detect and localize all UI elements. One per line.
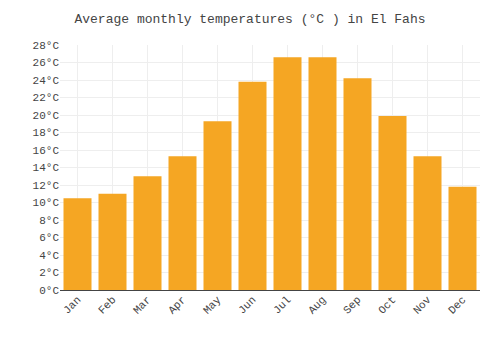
svg-text:14°C: 14°C bbox=[33, 162, 60, 174]
svg-text:Apr: Apr bbox=[166, 294, 188, 316]
svg-text:Mar: Mar bbox=[131, 294, 153, 316]
svg-text:18°C: 18°C bbox=[33, 127, 60, 139]
svg-text:16°C: 16°C bbox=[33, 145, 60, 157]
svg-text:Average monthly temperatures (: Average monthly temperatures (°C ) in El… bbox=[74, 12, 425, 27]
svg-text:Jan: Jan bbox=[61, 294, 83, 316]
svg-text:12°C: 12°C bbox=[33, 180, 60, 192]
svg-text:Feb: Feb bbox=[96, 294, 118, 316]
svg-text:Jul: Jul bbox=[271, 294, 293, 316]
svg-text:Oct: Oct bbox=[376, 294, 398, 316]
svg-text:26°C: 26°C bbox=[33, 57, 60, 69]
svg-text:Sep: Sep bbox=[341, 294, 363, 316]
svg-text:24°C: 24°C bbox=[33, 75, 60, 87]
svg-text:2°C: 2°C bbox=[39, 267, 59, 279]
svg-text:Aug: Aug bbox=[306, 294, 328, 316]
svg-text:6°C: 6°C bbox=[39, 232, 59, 244]
svg-text:Dec: Dec bbox=[446, 294, 468, 316]
svg-text:22°C: 22°C bbox=[33, 92, 60, 104]
svg-text:Jun: Jun bbox=[236, 294, 258, 316]
svg-text:10°C: 10°C bbox=[33, 197, 60, 209]
svg-text:0°C: 0°C bbox=[39, 285, 59, 297]
svg-text:Nov: Nov bbox=[411, 294, 434, 317]
svg-text:28°C: 28°C bbox=[33, 40, 60, 52]
svg-text:4°C: 4°C bbox=[39, 250, 59, 262]
svg-text:8°C: 8°C bbox=[39, 215, 59, 227]
svg-text:20°C: 20°C bbox=[33, 110, 60, 122]
svg-text:May: May bbox=[201, 294, 224, 317]
